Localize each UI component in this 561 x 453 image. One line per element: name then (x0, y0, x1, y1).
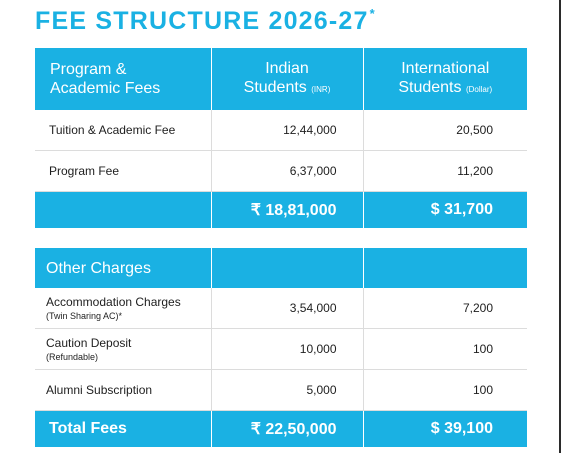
header-col2-line1: Indian (265, 60, 309, 77)
total-fees-usd: $ 39,100 (362, 410, 527, 447)
row-label: Caution Deposit (46, 336, 132, 350)
program-fees-header-row: Program & Academic Fees Indian Students … (35, 48, 527, 110)
header-empty-cell (210, 248, 363, 288)
row-label: Tuition & Academic Fee (35, 110, 211, 151)
row-inr-value: 5,000 (210, 369, 363, 411)
page-title: FEE STRUCTURE 2026-27* (35, 6, 376, 36)
total-fees-inr: ₹ 22,50,000 (210, 410, 363, 447)
row-usd-value: 7,200 (362, 288, 527, 329)
row-usd-value: 20,500 (362, 110, 527, 151)
row-label: Accommodation Charges (46, 295, 181, 309)
program-fees-table: Program & Academic Fees Indian Students … (35, 48, 527, 228)
header-col1-line2: Academic Fees (50, 80, 161, 97)
header-col2-line2: Students (243, 79, 307, 96)
table-row: Caution Deposit (Refundable) 10,000 100 (35, 328, 527, 370)
table-row: Alumni Subscription 5,000 100 (35, 369, 527, 411)
header-program-academic-fees: Program & Academic Fees (35, 48, 211, 110)
right-edge-border (559, 0, 561, 453)
header-international-students: International Students (Dollar) (362, 48, 527, 110)
row-label-cell: Caution Deposit (Refundable) (35, 328, 211, 370)
header-empty-cell (362, 248, 527, 288)
header-col3-line1: International (401, 60, 490, 77)
row-label-cell: Accommodation Charges (Twin Sharing AC)* (35, 288, 211, 329)
row-inr-value: 10,000 (210, 328, 363, 370)
table-row: Accommodation Charges (Twin Sharing AC)*… (35, 288, 527, 329)
row-label: Program Fee (35, 150, 211, 192)
row-label-cell: Alumni Subscription (35, 369, 211, 411)
other-charges-table: Other Charges Accommodation Charges (Twi… (35, 248, 527, 447)
other-charges-header-row: Other Charges (35, 248, 527, 288)
header-col2-unit: (INR) (311, 85, 331, 94)
table-row: Program Fee 6,37,000 11,200 (35, 150, 527, 192)
row-usd-value: 11,200 (362, 150, 527, 192)
row-usd-value: 100 (362, 369, 527, 411)
total-fees-label: Total Fees (35, 410, 211, 447)
header-indian-students: Indian Students (INR) (210, 48, 363, 110)
row-inr-value: 3,54,000 (210, 288, 363, 329)
subtotal-usd: $ 31,700 (362, 191, 527, 228)
row-sublabel: (Twin Sharing AC)* (46, 311, 123, 321)
row-inr-value: 12,44,000 (210, 110, 363, 151)
table-row: Tuition & Academic Fee 12,44,000 20,500 (35, 110, 527, 151)
row-sublabel: (Refundable) (46, 352, 99, 362)
row-inr-value: 6,37,000 (210, 150, 363, 192)
total-fees-row: Total Fees ₹ 22,50,000 $ 39,100 (35, 410, 527, 447)
subtotal-row: ₹ 18,81,000 $ 31,700 (35, 191, 527, 228)
title-asterisk: * (369, 6, 376, 21)
header-col3-unit: (Dollar) (465, 85, 493, 94)
row-label: Alumni Subscription (46, 383, 153, 397)
header-other-charges: Other Charges (35, 248, 211, 288)
header-col1-line1: Program & (50, 61, 127, 78)
subtotal-inr: ₹ 18,81,000 (210, 191, 363, 228)
title-text: FEE STRUCTURE 2026-27 (35, 7, 369, 35)
header-col3-line2: Students (398, 79, 462, 96)
row-usd-value: 100 (362, 328, 527, 370)
subtotal-label (35, 191, 211, 228)
